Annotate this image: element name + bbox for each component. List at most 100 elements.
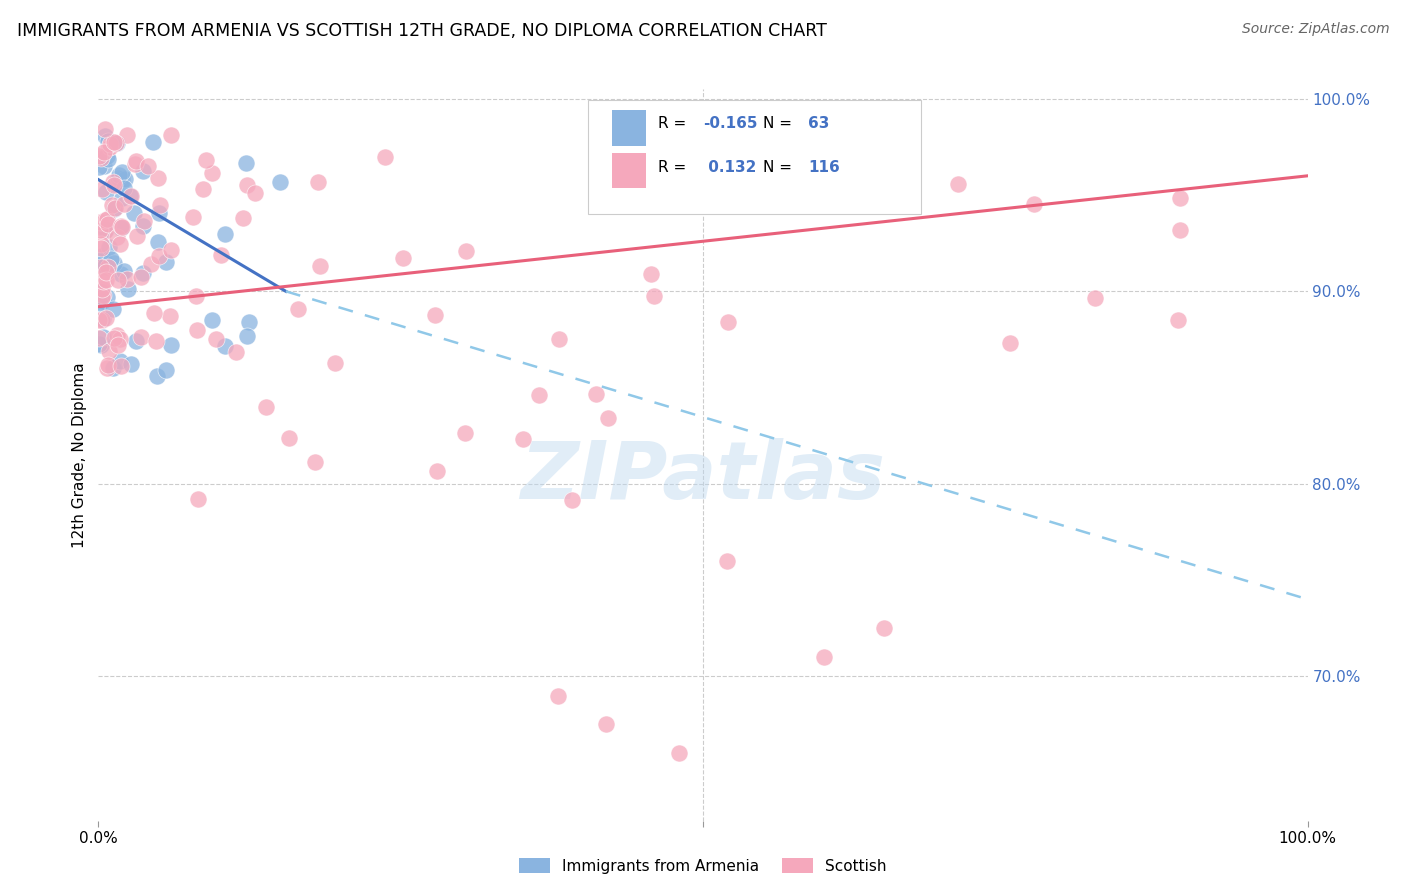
Point	[91, 249, 114, 263]
Point	[790, 147, 813, 161]
Point	[96, 149, 118, 163]
Point	[110, 191, 132, 205]
Point	[96, 211, 118, 226]
Point	[103, 255, 125, 269]
Point	[105, 136, 128, 150]
Point	[103, 202, 125, 216]
Point	[110, 219, 132, 234]
Point	[235, 178, 257, 193]
Point	[107, 327, 129, 342]
Point	[103, 301, 125, 316]
Point	[512, 432, 534, 446]
Point	[90, 241, 112, 255]
Point	[236, 328, 259, 343]
Point	[111, 165, 134, 179]
Point	[94, 222, 117, 236]
Point	[104, 201, 127, 215]
Point	[93, 145, 115, 159]
Point	[129, 330, 152, 344]
Point	[90, 237, 112, 252]
Point	[548, 333, 571, 347]
Point	[181, 210, 204, 224]
Point	[90, 290, 112, 304]
Point	[547, 689, 569, 703]
Point	[100, 252, 122, 266]
Point	[100, 136, 122, 151]
Point	[186, 323, 208, 337]
Text: 63: 63	[808, 116, 830, 131]
Point	[94, 129, 117, 144]
Point	[426, 465, 449, 479]
Point	[120, 357, 142, 371]
Point	[1024, 197, 1046, 211]
Point	[91, 274, 114, 288]
Text: IMMIGRANTS FROM ARMENIA VS SCOTTISH 12TH GRADE, NO DIPLOMA CORRELATION CHART: IMMIGRANTS FROM ARMENIA VS SCOTTISH 12TH…	[17, 22, 827, 40]
Point	[561, 492, 583, 507]
Point	[97, 240, 120, 254]
Point	[225, 345, 247, 359]
Point	[813, 650, 835, 665]
Point	[87, 330, 110, 344]
Point	[96, 186, 118, 200]
Point	[238, 315, 260, 329]
Point	[187, 491, 209, 506]
Point	[125, 334, 148, 348]
Point	[304, 455, 326, 469]
Point	[120, 189, 142, 203]
Point	[87, 313, 110, 327]
Point	[374, 150, 396, 164]
Point	[132, 163, 155, 178]
Point	[1167, 312, 1189, 326]
Point	[1168, 191, 1191, 205]
Point	[94, 224, 117, 238]
Point	[112, 180, 135, 194]
Point	[96, 290, 118, 304]
Point	[129, 270, 152, 285]
Point	[90, 285, 112, 299]
Point	[149, 198, 172, 212]
Point	[108, 236, 131, 251]
Point	[97, 344, 120, 359]
Point	[103, 175, 125, 189]
Text: Source: ZipAtlas.com: Source: ZipAtlas.com	[1241, 22, 1389, 37]
Point	[108, 353, 131, 368]
Legend: Immigrants from Armenia, Scottish: Immigrants from Armenia, Scottish	[513, 852, 893, 880]
Point	[87, 149, 110, 163]
Point	[111, 220, 134, 235]
Point	[110, 267, 132, 281]
Point	[91, 312, 114, 326]
Point	[184, 289, 207, 303]
Point	[124, 154, 146, 169]
Point	[94, 122, 117, 136]
Point	[643, 289, 665, 303]
Point	[214, 227, 236, 241]
Point	[110, 220, 132, 235]
Point	[309, 259, 332, 273]
Point	[131, 266, 153, 280]
Point	[91, 182, 114, 196]
Point	[142, 306, 165, 320]
Point	[142, 135, 165, 149]
Point	[112, 197, 135, 211]
Point	[103, 331, 125, 345]
Point	[159, 128, 181, 142]
Point	[1084, 291, 1107, 305]
Point	[103, 178, 125, 192]
Point	[235, 156, 257, 170]
Point	[148, 206, 170, 220]
Point	[117, 128, 139, 142]
Point	[90, 260, 112, 274]
Point	[946, 177, 969, 191]
Point	[423, 308, 446, 322]
Point	[91, 288, 114, 302]
Point	[148, 235, 170, 250]
Point	[269, 175, 291, 189]
Point	[287, 301, 309, 316]
Text: ZIPatlas: ZIPatlas	[520, 438, 886, 516]
Point	[716, 554, 738, 568]
Point	[117, 282, 139, 296]
Point	[97, 358, 120, 372]
Point	[529, 388, 551, 402]
Point	[668, 746, 690, 760]
Point	[254, 400, 277, 414]
